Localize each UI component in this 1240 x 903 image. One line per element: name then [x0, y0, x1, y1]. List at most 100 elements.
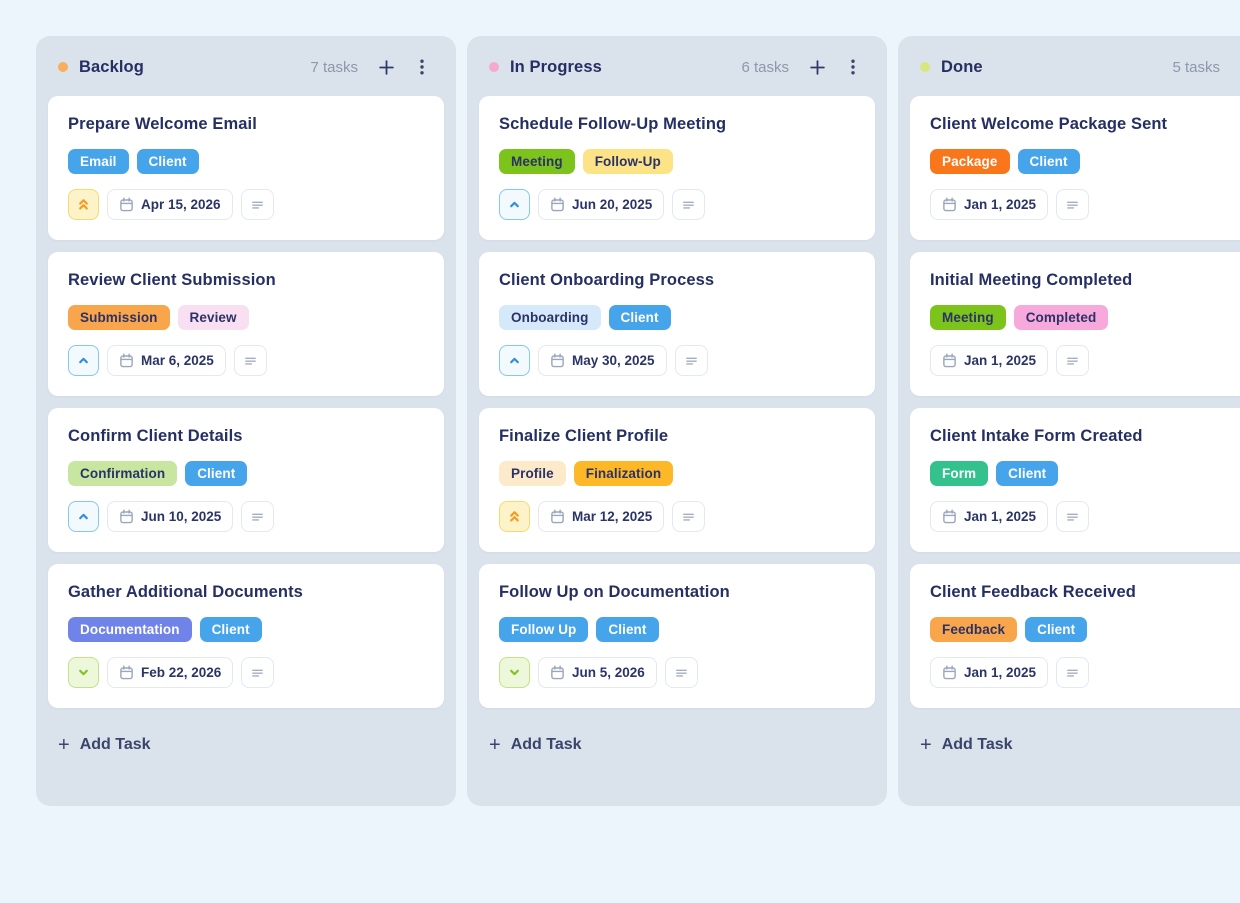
card-meta-row: Jan 1, 2025 [930, 189, 1240, 220]
calendar-icon [551, 353, 564, 368]
card-meta-row: Apr 15, 2026 [68, 189, 426, 220]
task-card[interactable]: Follow Up on Documentation Follow Up Clie… [479, 564, 875, 708]
task-card[interactable]: Gather Additional Documents Documentatio… [48, 564, 444, 708]
task-card[interactable]: Prepare Welcome Email Email Client Apr 15… [48, 96, 444, 240]
task-card[interactable]: Confirm Client Details Confirmation Clien… [48, 408, 444, 552]
column-add-task-icon-button[interactable] [805, 55, 829, 79]
task-title: Schedule Follow-Up Meeting [499, 115, 727, 133]
column-add-task-icon-button[interactable] [1236, 55, 1240, 79]
description-chip[interactable] [672, 501, 706, 532]
calendar-icon [943, 509, 956, 524]
add-task-button[interactable]: + Add Task [910, 717, 1240, 761]
due-date-chip[interactable]: Apr 15, 2026 [107, 189, 233, 220]
chevron-down-icon [510, 669, 519, 676]
task-card[interactable]: Schedule Follow-Up Meeting Meeting Follow… [479, 96, 875, 240]
task-title: Finalize Client Profile [499, 427, 669, 445]
card-meta-row: Jun 20, 2025 [499, 189, 857, 220]
tag-list: Package Client [930, 149, 1240, 174]
column-add-task-icon-button[interactable] [374, 55, 398, 79]
task-card[interactable]: Client Feedback Received Feedback Client … [910, 564, 1240, 708]
column-menu-button[interactable] [410, 55, 434, 79]
due-date-chip[interactable]: Jun 20, 2025 [538, 189, 665, 220]
task-card[interactable]: Initial Meeting Completed Meeting Complet… [910, 252, 1240, 396]
tag-badge: Onboarding [499, 305, 601, 330]
kanban-column: In Progress 6 tasks Schedule Follow-Up M… [467, 36, 887, 806]
description-icon [252, 513, 264, 521]
description-chip[interactable] [664, 657, 698, 688]
description-chip[interactable] [241, 657, 275, 688]
description-chip[interactable] [674, 345, 708, 376]
task-card[interactable]: Client Onboarding Process Onboarding Clie… [479, 252, 875, 396]
card-meta-row: Jan 1, 2025 [930, 657, 1240, 688]
tag-badge: Client [1025, 617, 1088, 642]
task-card[interactable]: Review Client Submission Submission Revie… [48, 252, 444, 396]
description-chip[interactable] [233, 345, 267, 376]
task-card[interactable]: Client Intake Form Created Form Client Ja… [910, 408, 1240, 552]
plus-icon: + [920, 734, 932, 756]
column-task-count: 5 tasks [1172, 58, 1220, 76]
column-task-count: 7 tasks [310, 58, 358, 76]
priority-medium-button[interactable] [68, 501, 99, 532]
task-title: Prepare Welcome Email [68, 115, 257, 133]
priority-medium-button[interactable] [499, 189, 530, 220]
description-icon [683, 201, 695, 209]
kebab-menu-icon [851, 59, 855, 75]
description-chip[interactable] [241, 501, 275, 532]
column-title: In Progress [510, 57, 602, 76]
description-chip[interactable] [1056, 345, 1090, 376]
tag-badge: Documentation [68, 617, 192, 642]
due-date-chip[interactable]: Mar 12, 2025 [538, 501, 665, 532]
tag-badge: Meeting [930, 305, 1006, 330]
add-task-button[interactable]: + Add Task [479, 717, 875, 761]
description-chip[interactable] [672, 189, 706, 220]
calendar-icon [551, 509, 564, 524]
due-date-chip[interactable]: Jan 1, 2025 [930, 501, 1049, 532]
due-date-chip[interactable]: Jun 10, 2025 [107, 501, 234, 532]
chevron-up-icon [510, 201, 519, 208]
priority-low-button[interactable] [68, 657, 99, 688]
priority-low-button[interactable] [499, 657, 530, 688]
plus-icon [809, 59, 825, 75]
description-icon [1067, 513, 1078, 521]
due-date: Jan 1, 2025 [964, 197, 1037, 212]
description-chip[interactable] [1056, 501, 1090, 532]
description-chip[interactable] [1056, 189, 1090, 220]
column-menu-button[interactable] [841, 55, 865, 79]
tag-badge: Form [930, 461, 989, 486]
description-chip[interactable] [1056, 657, 1090, 688]
due-date-chip[interactable]: Jan 1, 2025 [930, 189, 1049, 220]
task-card[interactable]: Finalize Client Profile Profile Finalizat… [479, 408, 875, 552]
chevrons-up-icon [79, 199, 88, 210]
description-chip[interactable] [240, 189, 274, 220]
calendar-icon [120, 353, 133, 368]
priority-high-button[interactable] [68, 189, 99, 220]
priority-high-button[interactable] [499, 501, 530, 532]
tag-badge: Package [930, 149, 1010, 174]
kanban-column: Done 5 tasks Client Welcome Package Sent… [898, 36, 1240, 806]
description-icon [252, 669, 264, 677]
description-icon [251, 201, 263, 209]
priority-medium-button[interactable] [499, 345, 530, 376]
card-list: Schedule Follow-Up Meeting Meeting Follow… [479, 96, 875, 708]
due-date: Feb 22, 2026 [141, 665, 222, 680]
column-header: Backlog 7 tasks [48, 46, 444, 88]
due-date-chip[interactable]: Jun 5, 2026 [538, 657, 657, 688]
due-date-chip[interactable]: Jan 1, 2025 [930, 345, 1049, 376]
tag-list: Form Client [930, 461, 1240, 486]
chevron-up-icon [510, 357, 519, 364]
column-status-dot [489, 62, 499, 72]
due-date-chip[interactable]: Jan 1, 2025 [930, 657, 1049, 688]
chevron-up-icon [79, 357, 88, 364]
due-date-chip[interactable]: Mar 6, 2025 [107, 345, 226, 376]
description-icon [1067, 357, 1078, 365]
tag-badge: Meeting [499, 149, 575, 174]
tag-list: Follow Up Client [499, 617, 857, 642]
add-task-button[interactable]: + Add Task [48, 717, 444, 761]
task-card[interactable]: Client Welcome Package Sent Package Clien… [910, 96, 1240, 240]
priority-medium-button[interactable] [68, 345, 99, 376]
card-meta-row: Jun 5, 2026 [499, 657, 857, 688]
calendar-icon [551, 197, 564, 212]
plus-icon: + [489, 734, 501, 756]
due-date-chip[interactable]: May 30, 2025 [538, 345, 667, 376]
due-date-chip[interactable]: Feb 22, 2026 [107, 657, 234, 688]
